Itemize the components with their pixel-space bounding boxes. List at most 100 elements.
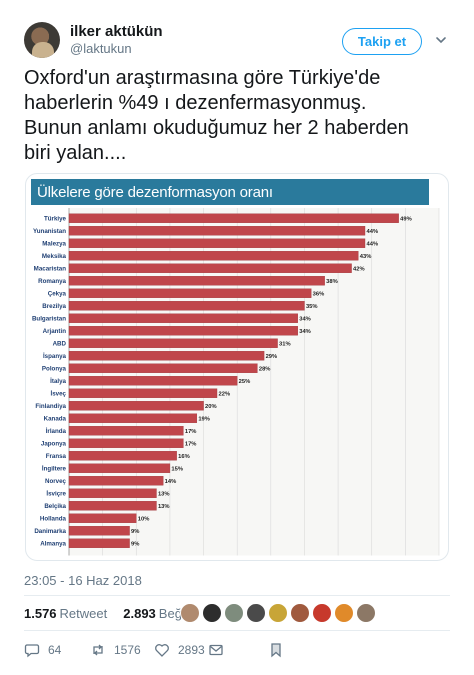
bar-value-label: 34% xyxy=(299,329,311,335)
liker-avatar[interactable] xyxy=(180,603,200,623)
bar-value-label: 25% xyxy=(239,379,251,385)
tweet-text-line: biri yalan.... xyxy=(24,142,127,164)
bar xyxy=(68,363,258,373)
tweet-text-line: haberlerin %49 ı dezenfermasyonmuş. xyxy=(24,92,367,114)
liker-avatar[interactable] xyxy=(246,603,266,623)
bar xyxy=(68,463,171,473)
chevron-down-icon[interactable] xyxy=(434,33,448,47)
bar xyxy=(68,426,184,436)
bar-value-label: 35% xyxy=(306,304,318,310)
liker-avatar[interactable] xyxy=(202,603,222,623)
retweet-action[interactable]: 1576 xyxy=(90,642,141,658)
category-label: ABD xyxy=(53,341,67,348)
display-name[interactable]: ilker aktükün xyxy=(70,23,163,40)
bar xyxy=(68,513,137,523)
bar-value-label: 34% xyxy=(299,317,311,323)
liker-avatar[interactable] xyxy=(334,603,354,623)
bookmark-action[interactable] xyxy=(268,642,284,658)
bar-value-label: 29% xyxy=(266,354,278,360)
retweet-count[interactable]: 1.576 xyxy=(24,606,57,621)
bar-chart: 0510152025303540455055Türkiye49%Yunanist… xyxy=(32,208,440,556)
tweet-timestamp[interactable]: 23:05 - 16 Haz 2018 xyxy=(24,573,142,588)
category-label: Hollanda xyxy=(40,516,67,523)
bar xyxy=(68,413,198,423)
liker-avatars[interactable] xyxy=(180,603,376,623)
bar xyxy=(68,263,352,273)
bar xyxy=(68,376,238,386)
category-label: Belçika xyxy=(44,503,66,510)
bar-value-label: 38% xyxy=(326,279,338,285)
bar xyxy=(68,226,366,236)
category-label: Romanya xyxy=(38,278,66,285)
bar xyxy=(68,476,164,486)
bar xyxy=(68,326,298,336)
bar-value-label: 17% xyxy=(185,429,197,435)
bar-value-label: 22% xyxy=(219,392,231,398)
reply-action[interactable]: 64 xyxy=(24,642,61,658)
message-action[interactable] xyxy=(208,642,224,658)
chart-title-bar: Ülkelere göre dezenformasyon oranı xyxy=(31,179,429,205)
liker-avatar[interactable] xyxy=(312,603,332,623)
tweet-text-line: Bunun anlamı okuduğumuz her 2 haberden xyxy=(24,117,409,139)
bookmark-icon[interactable] xyxy=(268,642,284,658)
category-label: İsveç xyxy=(51,391,67,398)
bar-value-label: 49% xyxy=(400,217,412,223)
tweet-header: ilker aktükün @laktukun Takip et xyxy=(0,0,474,62)
reply-icon[interactable] xyxy=(24,642,40,658)
category-label: Finlandiya xyxy=(35,403,66,410)
liker-avatar[interactable] xyxy=(356,603,376,623)
bar xyxy=(68,301,305,311)
liker-avatar[interactable] xyxy=(290,603,310,623)
bar-value-label: 36% xyxy=(313,292,325,298)
avatar[interactable] xyxy=(24,22,60,58)
bar-value-label: 17% xyxy=(185,442,197,448)
bar-value-label: 14% xyxy=(165,479,177,485)
envelope-icon[interactable] xyxy=(208,642,224,658)
bar-value-label: 10% xyxy=(138,517,150,523)
category-label: Norveç xyxy=(45,478,67,485)
bar xyxy=(68,526,130,536)
liker-avatar[interactable] xyxy=(268,603,288,623)
category-label: İspanya xyxy=(43,353,67,360)
bar xyxy=(68,288,312,298)
chart-title: Ülkelere göre dezenformasyon oranı xyxy=(37,184,273,201)
divider xyxy=(24,630,450,631)
retweet-label[interactable]: Retweet xyxy=(59,606,108,621)
bar xyxy=(68,538,130,548)
liker-avatar[interactable] xyxy=(224,603,244,623)
tweet-image-chart[interactable]: 0510152025303540455055Türkiye49%Yunanist… xyxy=(25,173,449,561)
bar-value-label: 9% xyxy=(131,529,139,535)
bar-value-label: 13% xyxy=(158,504,170,510)
category-label: Çekya xyxy=(48,291,67,298)
heart-icon[interactable] xyxy=(154,642,170,658)
tweet-actions: 64 1576 2893 xyxy=(24,642,454,662)
like-count[interactable]: 2.893 xyxy=(123,606,156,621)
category-label: Fransa xyxy=(46,453,67,460)
user-handle[interactable]: @laktukun xyxy=(70,41,132,56)
bar xyxy=(68,451,177,461)
bar xyxy=(68,501,157,511)
category-label: İrlanda xyxy=(46,428,67,435)
bar-value-label: 13% xyxy=(158,492,170,498)
bar xyxy=(68,313,298,323)
category-label: Türkiye xyxy=(44,216,67,223)
bar xyxy=(68,438,184,448)
follow-button[interactable]: Takip et xyxy=(342,28,422,55)
bar-value-label: 42% xyxy=(353,267,365,273)
retweet-icon[interactable] xyxy=(90,642,106,658)
category-label: Brezilya xyxy=(42,303,66,310)
like-action[interactable]: 2893 xyxy=(154,642,205,658)
engagement-stats: 1.576 Retweet 2.893 Beğeni xyxy=(24,606,199,621)
category-label: Polonya xyxy=(42,366,67,373)
bar-value-label: 44% xyxy=(367,242,379,248)
bar xyxy=(68,276,325,286)
bar-value-label: 15% xyxy=(171,467,183,473)
bar-value-label: 31% xyxy=(279,342,291,348)
tweet-text: Oxford'un araştırmasına göre Türkiye'de … xyxy=(24,66,454,166)
reply-count: 64 xyxy=(48,643,62,657)
category-label: Arjantin xyxy=(43,328,67,335)
retweet-action-count: 1576 xyxy=(114,643,141,657)
bar-value-label: 28% xyxy=(259,367,271,373)
bar xyxy=(68,238,366,248)
tweet-text-line: Oxford'un araştırmasına göre Türkiye'de xyxy=(24,67,381,89)
